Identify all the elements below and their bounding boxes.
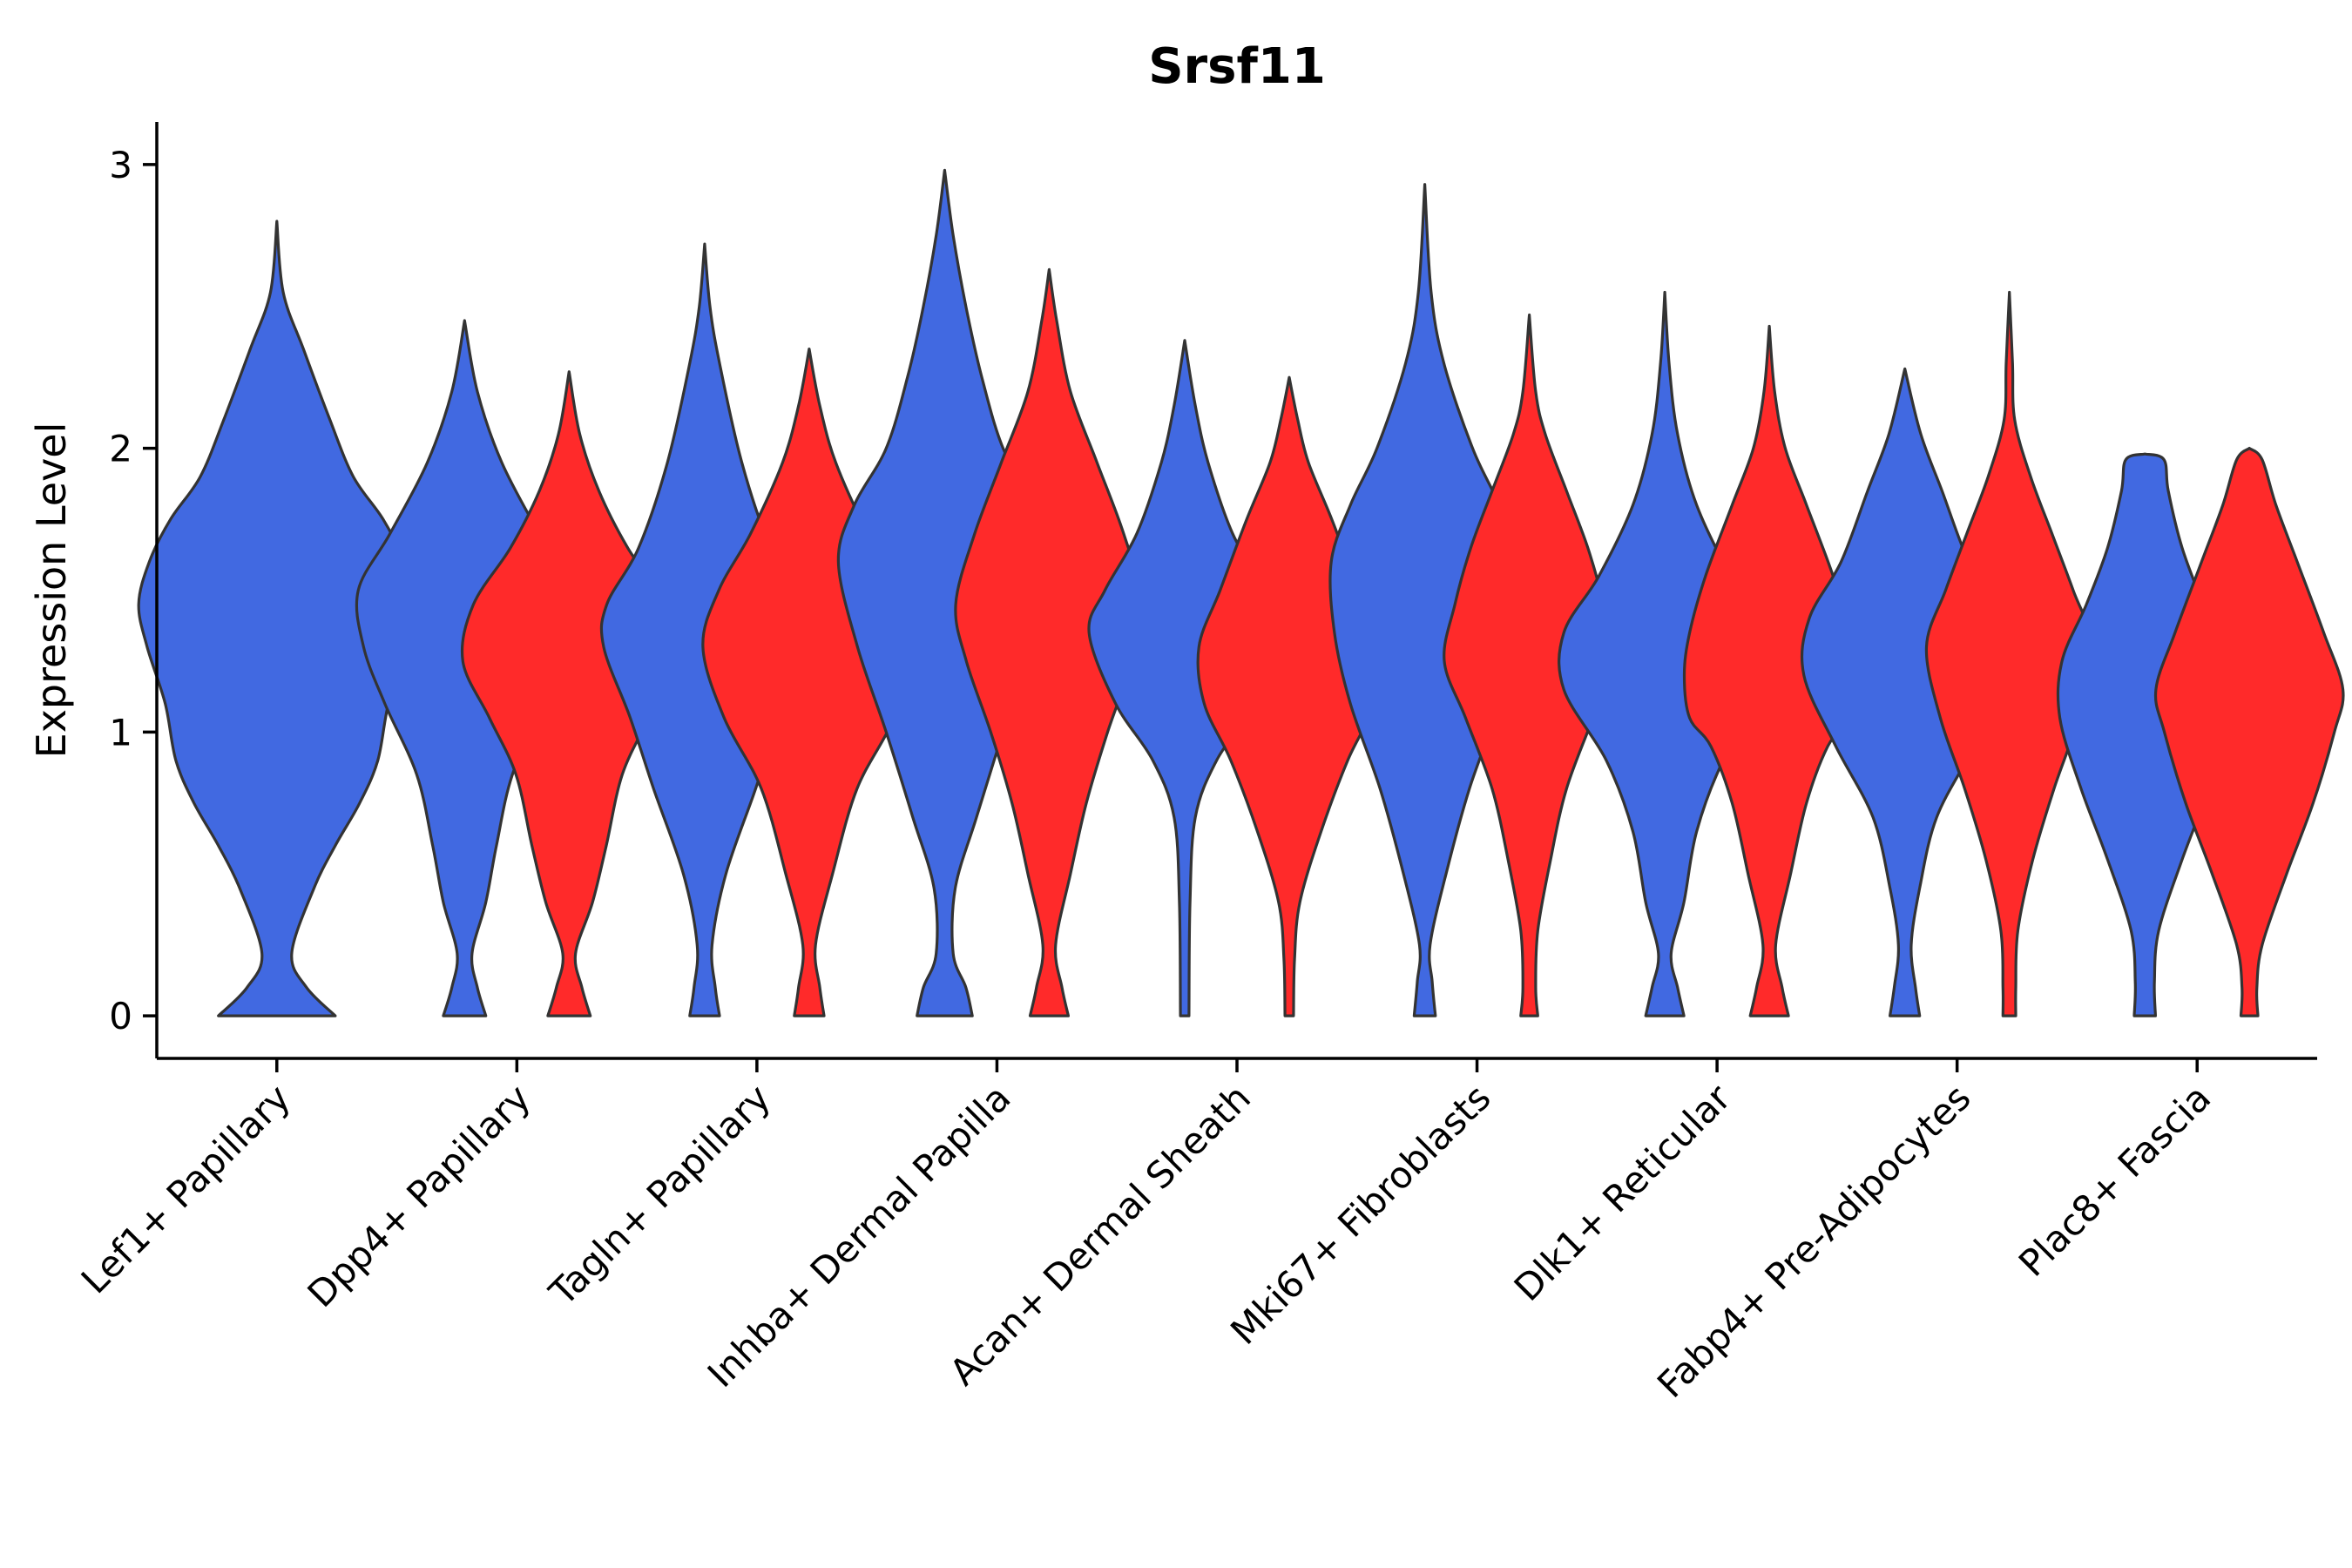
violin-red-8 bbox=[1924, 290, 2094, 1017]
violin-red-6 bbox=[1443, 313, 1617, 1017]
x-tick-label-9: Plac8+ Fascia bbox=[2011, 1076, 2219, 1284]
x-tick-label-7: Dlk1+ Reticular bbox=[1506, 1076, 1740, 1309]
violin-blue-7 bbox=[1558, 290, 1773, 1017]
y-tick-label-1: 1 bbox=[109, 711, 132, 754]
violin-blue-1 bbox=[137, 220, 417, 1017]
x-tick-label-6: Mki67+ Fibroblasts bbox=[1222, 1076, 1498, 1352]
x-tick-label-2: Dpp4+ Papillary bbox=[300, 1076, 539, 1315]
violin-blue-8 bbox=[1800, 367, 2010, 1017]
chart-title: Srsf11 bbox=[1148, 38, 1326, 95]
violin-red-4 bbox=[954, 267, 1145, 1017]
x-tick-label-3: Tagln+ Papillary bbox=[541, 1076, 779, 1314]
violin-blue-6 bbox=[1328, 183, 1521, 1017]
violin-layer bbox=[137, 168, 2345, 1017]
y-tick-label-2: 2 bbox=[109, 428, 132, 470]
violin-red-5 bbox=[1196, 375, 1382, 1017]
violin-red-9 bbox=[2153, 447, 2345, 1017]
y-tick-label-0: 0 bbox=[109, 995, 132, 1037]
y-axis-label: Expression Level bbox=[28, 422, 75, 759]
violin-red-3 bbox=[701, 348, 917, 1017]
x-tick-label-1: Lef1+ Papillary bbox=[73, 1076, 299, 1301]
y-tick-label-3: 3 bbox=[109, 144, 132, 186]
violin-blue-5 bbox=[1087, 339, 1282, 1017]
violin-blue-4 bbox=[836, 168, 1053, 1017]
violin-red-2 bbox=[460, 370, 678, 1017]
violin-red-7 bbox=[1682, 324, 1856, 1017]
